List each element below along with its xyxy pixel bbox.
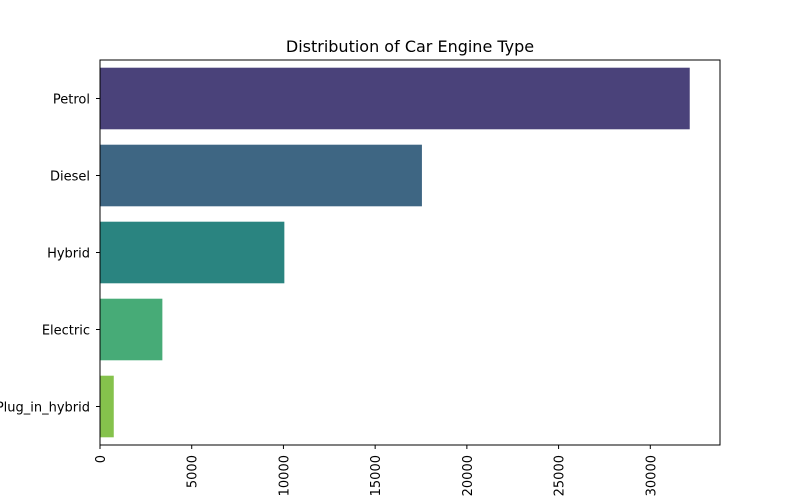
bar-plug-in-hybrid	[100, 375, 114, 438]
y-tick-label: Hybrid	[47, 247, 90, 262]
bars-group	[100, 67, 690, 438]
y-tick-label: Electric	[42, 324, 90, 339]
x-tick-label: 5000	[186, 455, 201, 488]
bar-electric	[100, 298, 163, 361]
x-tick-label: 0	[94, 455, 109, 463]
plot-frame	[99, 59, 721, 446]
x-tick-label: 30000	[644, 455, 659, 496]
y-tick-label: Petrol	[53, 93, 90, 108]
bar-petrol	[100, 67, 690, 130]
x-tick-label: 15000	[369, 455, 384, 496]
axes-group: Petrol Diesel Hybrid Electric Plug_in_hybrid…	[0, 93, 659, 497]
chart-title: Distribution of Car Engine Type	[286, 37, 534, 56]
x-tick-label: 10000	[277, 455, 292, 496]
y-tick-label: Diesel	[50, 170, 90, 185]
x-tick-label: 20000	[461, 455, 476, 496]
bar-hybrid	[100, 221, 285, 284]
y-tick-label: Plug_in_hybrid	[0, 401, 90, 416]
x-tick-label: 25000	[553, 455, 568, 496]
bar-diesel	[100, 144, 422, 207]
